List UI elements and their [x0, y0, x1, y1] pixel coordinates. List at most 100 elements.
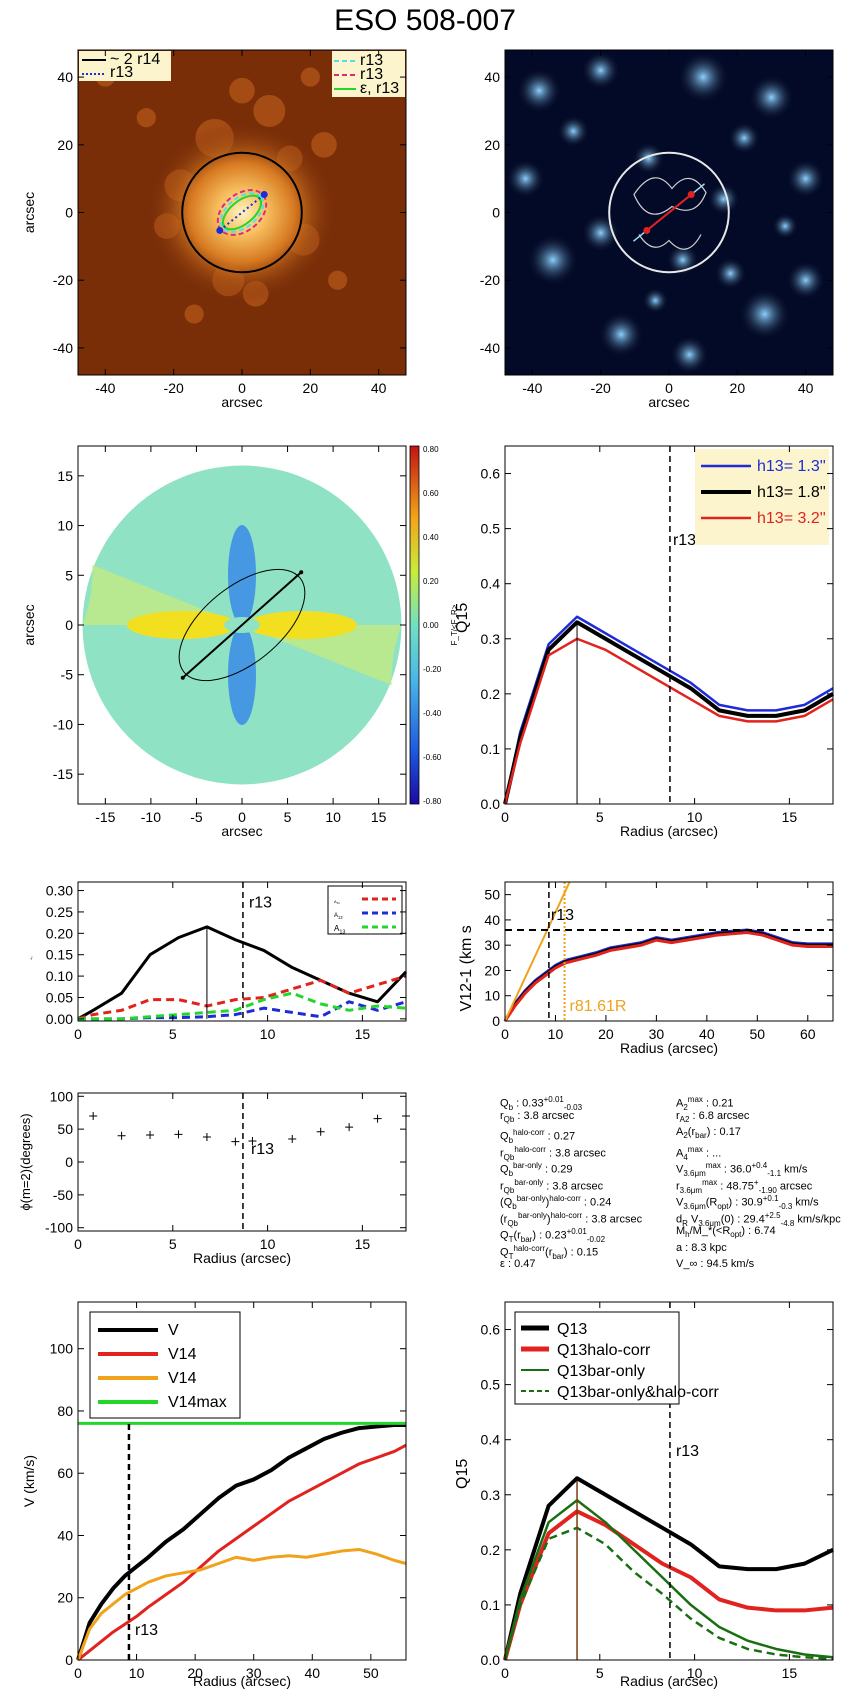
p5-legend-label: A13	[334, 899, 340, 905]
p3-bar-end-dot	[299, 570, 304, 575]
p3-xlabel: arcsec	[221, 823, 262, 839]
p4-series-hz13	[503, 615, 834, 805]
p6-ytick-label: 20	[484, 962, 500, 978]
param-right-line: r3.6μmmax : 48.75+-1.90 arcsec	[676, 1177, 813, 1195]
p4-xtick-label: 5	[596, 809, 604, 825]
p9-series-V	[76, 1422, 406, 1661]
p7-phase-point	[316, 1127, 325, 1136]
param-left-line: rQbhalo-corr : 3.8 arcsec	[500, 1144, 606, 1162]
p10-ytick-label: 0.4	[481, 1432, 501, 1448]
p5-xtick-label: 15	[355, 1026, 371, 1042]
p2-emission-blob	[669, 334, 710, 375]
param-left-line: (rQbbar-only)halo-corr : 3.8 arcsec	[500, 1210, 643, 1228]
p6-xtick-label: 40	[699, 1026, 715, 1042]
p4-series-hz32	[503, 637, 834, 805]
p3-positive-lobe	[127, 611, 237, 639]
p9-xtick-label: 10	[129, 1665, 145, 1681]
p3-ytick-label: 0	[65, 617, 73, 633]
p2-xlabel: arcsec	[648, 394, 689, 410]
p3-colorbar-label: F_T/<F_R>	[450, 604, 459, 645]
p1-xtick-label: 20	[303, 380, 319, 396]
p6-xtick-label: 20	[598, 1026, 614, 1042]
p6-series-black	[503, 929, 833, 1022]
p10-series-QT	[503, 1476, 834, 1661]
p4-xtick-label: 0	[501, 809, 509, 825]
p1-galaxy-core	[147, 122, 337, 303]
p2-ytick-label: 0	[492, 205, 500, 221]
p10-xtick-label: 10	[687, 1665, 703, 1681]
p3-ytick-label: -10	[53, 716, 73, 732]
p1-ytick-label: 0	[65, 205, 73, 221]
p1-ytick-label: 20	[57, 137, 73, 153]
p2-xtick-label: 40	[798, 380, 814, 396]
p5-legend-label: A13	[334, 924, 345, 935]
p2-emission-blob	[714, 256, 747, 290]
param-right-line: A4max : ...	[676, 1144, 722, 1162]
p4-ytick-label: 0.0	[481, 796, 501, 812]
p3-positive-lobe	[247, 611, 357, 639]
p3-xtick-label: -15	[95, 809, 115, 825]
p10-ytick-label: 0.0	[481, 1652, 501, 1668]
p3-colorbar-tick-label: 0.00	[423, 621, 439, 630]
p7-ytick-label: -100	[45, 1220, 73, 1236]
p6-xtick-label: 50	[750, 1026, 766, 1042]
p4-legend-label: h13= 1.3''	[757, 458, 826, 475]
p3-negative-lobe	[228, 625, 256, 725]
p7-phase-point	[231, 1137, 240, 1146]
p1-rQb-ellipse	[219, 192, 265, 233]
param-left-line: QThalo-corr(rbar) : 0.15	[500, 1243, 599, 1261]
p9-ytick-label: 60	[57, 1465, 73, 1481]
p10-series-QTbaronlyhalocorr	[503, 1526, 834, 1661]
p1-legend-2rbar-label: ~ 2 r14	[110, 51, 160, 68]
param-left-line: QT(rbar) : 0.23+0.01-0.02	[500, 1227, 606, 1244]
p10-legend-box	[514, 1311, 680, 1405]
p1-legend-rvis-label: r13	[110, 64, 133, 81]
p2-xtick-label: 20	[730, 380, 746, 396]
p4-xtick-label: 15	[782, 809, 798, 825]
p7-xtick-label: 10	[260, 1236, 276, 1252]
p5-ytick-label: 0.25	[46, 904, 73, 920]
p7-ytick-label: 50	[57, 1121, 73, 1137]
p1-ylabel: arcsec	[21, 192, 37, 233]
p5-series-A8	[78, 991, 407, 1021]
p4-legend-label: h13= 3.2''	[757, 510, 826, 527]
p1-xtick-label: 40	[371, 380, 387, 396]
p4-xtick-label: 10	[687, 809, 703, 825]
p5-ytick-label: 0.05	[46, 989, 73, 1005]
p5-ytick-label: 0.30	[46, 883, 73, 899]
p9-ytick-label: 20	[57, 1590, 73, 1606]
p9-xtick-label: 50	[363, 1665, 379, 1681]
p2-emission-blob	[556, 114, 590, 148]
p6-frame	[504, 881, 834, 1022]
p10-xtick-label: 5	[596, 1665, 604, 1681]
p2-contour	[633, 177, 707, 215]
param-left-line: ε : 0.47	[500, 1258, 536, 1270]
p10-rbar-label: r13	[676, 1443, 699, 1460]
p5-rbar-label: r13	[249, 895, 272, 912]
p9-xtick-label: 20	[187, 1665, 203, 1681]
p3-ytick-label: -15	[53, 766, 73, 782]
p2-emission-blob	[785, 260, 826, 301]
p1-legend-right-label: r13	[360, 66, 383, 83]
p2-emission-blob	[526, 233, 580, 287]
p1-emission-blob	[253, 94, 286, 127]
p2-emission-blob	[785, 158, 826, 199]
p1-legend-right-label: ε, r13	[360, 80, 399, 97]
p1-emission-blob	[328, 270, 348, 290]
p7-phase-point	[345, 1123, 354, 1132]
p1-2rbar-circle	[181, 151, 303, 274]
p7-ytick-label: 0	[65, 1154, 73, 1170]
p3-colorbar-tick-label: 0.60	[423, 489, 439, 498]
p2-ytick-label: -40	[480, 340, 500, 356]
p1-emission-blob	[184, 304, 204, 324]
p1-emission-blob	[300, 67, 320, 87]
p3-xtick-label: 0	[238, 809, 246, 825]
p3-colorbar-tick-label: 0.20	[423, 577, 439, 586]
p9-ytick-label: 100	[50, 1341, 74, 1357]
p2-emission-blob	[727, 121, 761, 155]
p9-xtick-label: 0	[74, 1665, 82, 1681]
p7-phase-point	[117, 1131, 126, 1140]
p1-ytick-label: 40	[57, 69, 73, 85]
p1-bar-end-dot	[260, 191, 268, 199]
p2-emission-blob	[707, 182, 741, 216]
